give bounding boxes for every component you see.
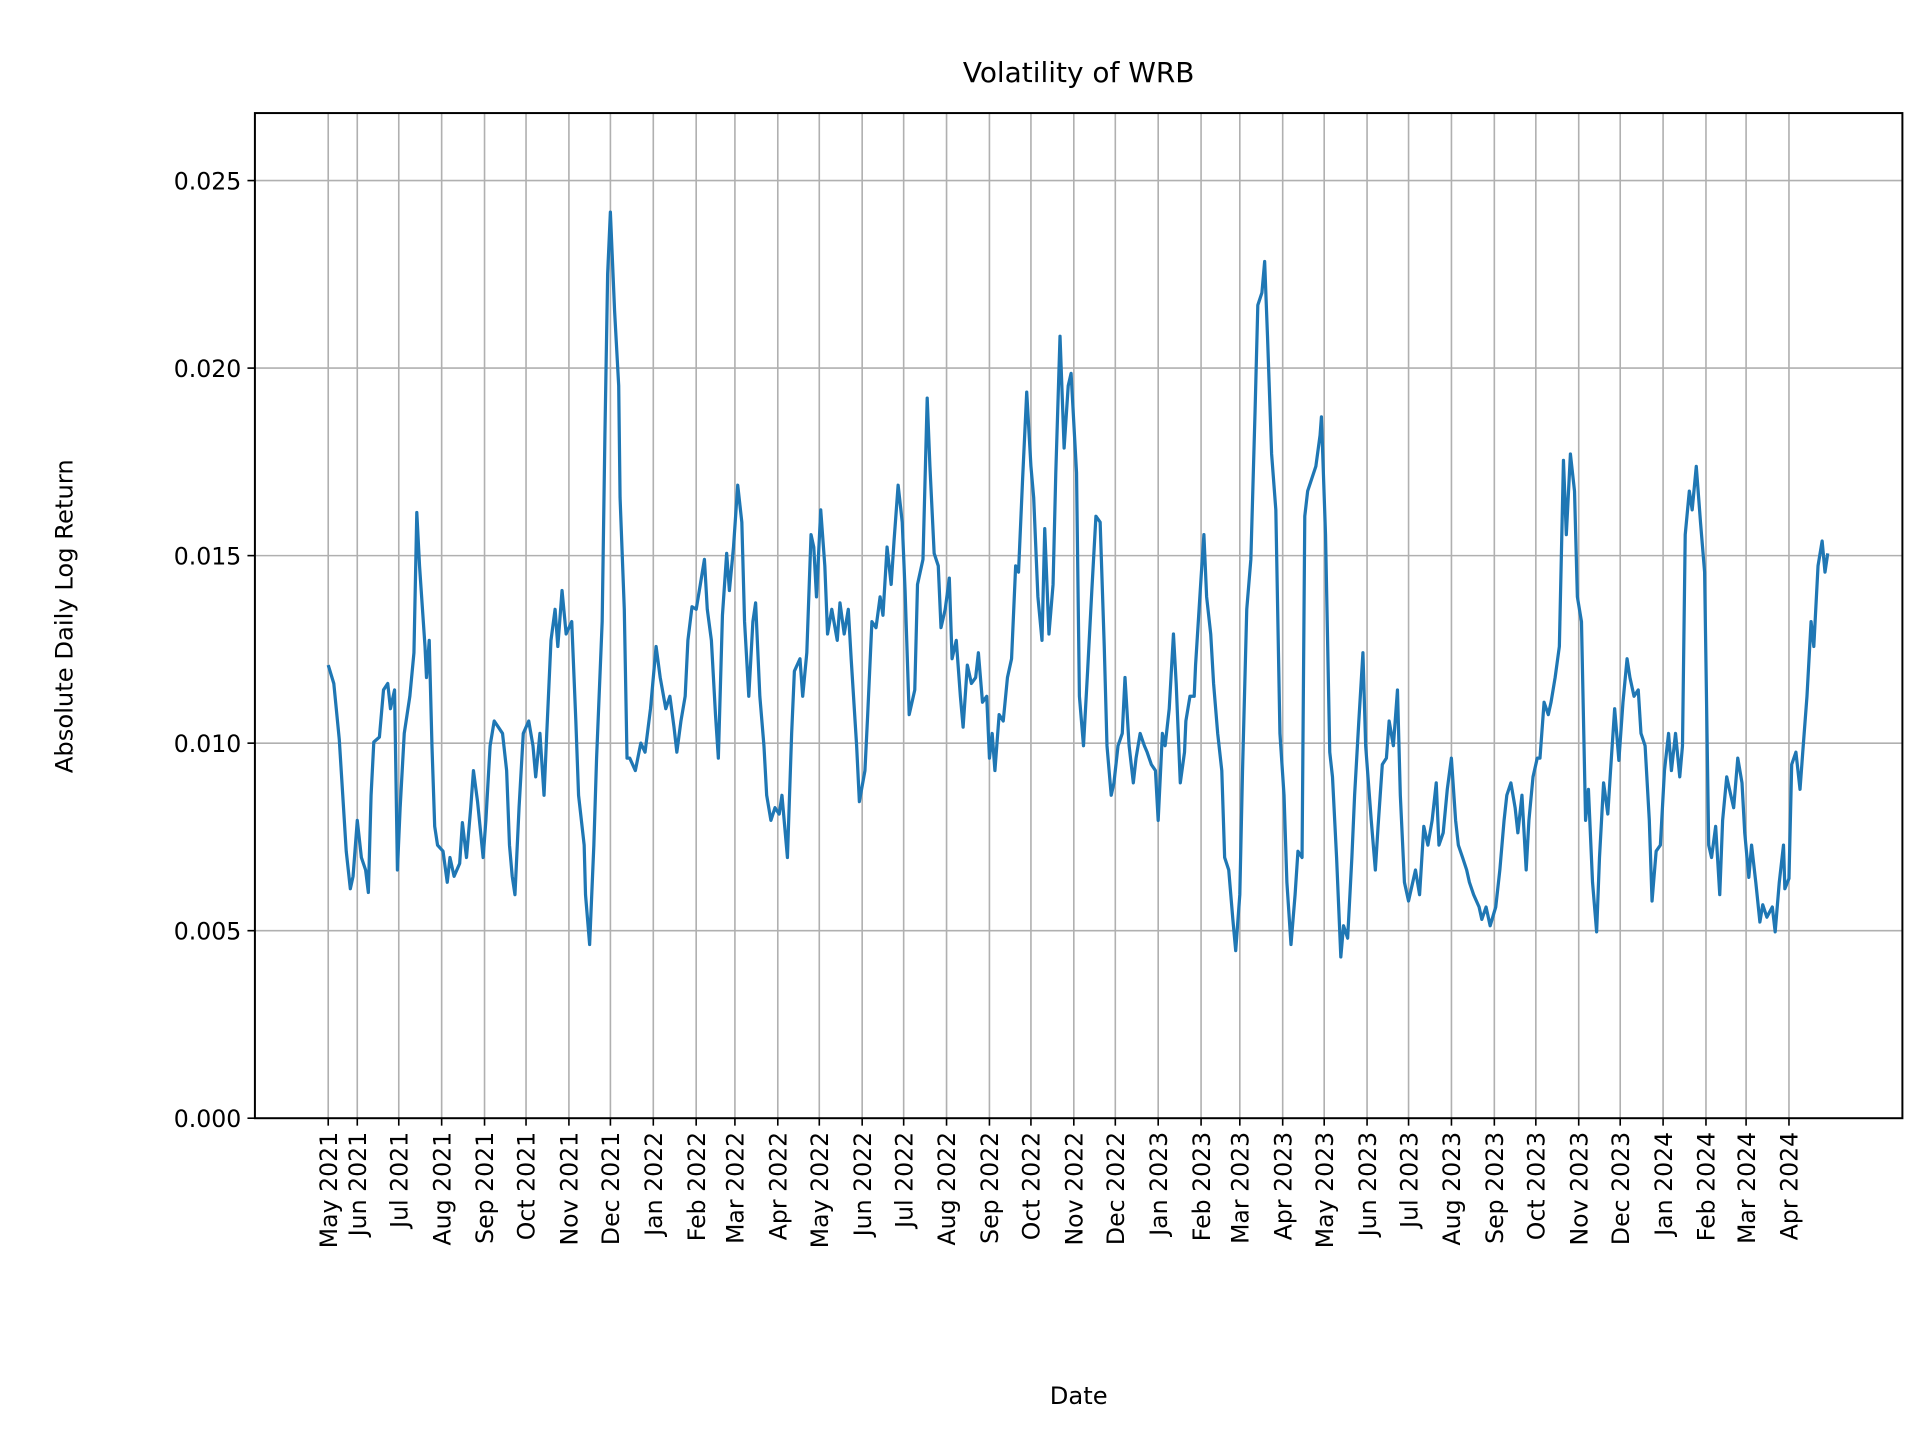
x-tick-label: Jun 2023: [1354, 1132, 1382, 1238]
y-tick-label: 0.015: [174, 542, 242, 570]
x-tick-label: Sep 2023: [1481, 1132, 1509, 1244]
x-tick-label: May 2021: [315, 1132, 343, 1248]
y-axis-ticks: 0.000 0.005 0.010 0.015 0.020 0.025: [174, 167, 255, 1133]
x-tick-label: Mar 2023: [1227, 1132, 1255, 1244]
x-tick-label: Jul 2022: [890, 1132, 918, 1230]
plot-frame: [253, 112, 1904, 1120]
x-tick-label: Sep 2022: [976, 1132, 1004, 1244]
x-tick-label: Jan 2022: [640, 1132, 668, 1238]
x-tick-label: Apr 2022: [764, 1132, 792, 1240]
x-tick-label: May 2023: [1311, 1132, 1339, 1248]
x-tick-label: Mar 2022: [722, 1132, 750, 1244]
x-tick-label: Jul 2023: [1395, 1132, 1423, 1230]
x-tick-label: Aug 2023: [1438, 1132, 1466, 1246]
x-tick-label: Apr 2023: [1269, 1132, 1297, 1240]
x-tick-label: Oct 2021: [513, 1132, 541, 1240]
x-tick-label: Feb 2022: [683, 1132, 711, 1241]
x-axis-ticks: May 2021 Jun 2021 Jul 2021 Aug 2021 Sep 2021…: [315, 1118, 1804, 1248]
x-tick-label: Jul 2021: [385, 1132, 413, 1230]
x-tick-label: Dec 2022: [1102, 1132, 1130, 1245]
y-tick-label: 0.025: [174, 167, 242, 195]
x-tick-label: Mar 2024: [1733, 1132, 1761, 1244]
x-tick-label: Dec 2023: [1607, 1132, 1635, 1245]
x-tick-label: May 2022: [806, 1132, 834, 1248]
x-tick-label: Nov 2023: [1565, 1132, 1593, 1246]
x-tick-label: Jan 2023: [1145, 1132, 1173, 1238]
x-tick-label: Feb 2023: [1188, 1132, 1216, 1241]
x-tick-label: Dec 2021: [597, 1132, 625, 1245]
x-tick-label: Aug 2022: [933, 1132, 961, 1246]
x-tick-label: Jan 2024: [1650, 1132, 1678, 1238]
x-tick-label: Oct 2023: [1523, 1132, 1551, 1240]
chart-title: Volatility of WRB: [963, 56, 1195, 89]
x-axis-label: Date: [1050, 1382, 1108, 1410]
y-tick-label: 0.020: [174, 355, 242, 383]
grid: [254, 113, 1903, 1119]
y-tick-label: 0.005: [174, 917, 242, 945]
y-axis-label: Absolute Daily Log Return: [50, 459, 78, 773]
x-tick-label: Jun 2021: [344, 1132, 372, 1238]
x-tick-label: Oct 2022: [1018, 1132, 1046, 1240]
series-layer: [326, 210, 1830, 959]
x-tick-label: Nov 2022: [1061, 1132, 1089, 1246]
x-tick-label: Feb 2024: [1693, 1132, 1721, 1241]
x-tick-label: Apr 2024: [1776, 1132, 1804, 1240]
y-tick-label: 0.000: [174, 1105, 242, 1133]
volatility-line: [326, 210, 1830, 959]
x-tick-label: Sep 2021: [471, 1132, 499, 1244]
x-tick-label: Aug 2021: [428, 1132, 456, 1246]
x-tick-label: Nov 2021: [556, 1132, 584, 1246]
x-tick-label: Jun 2022: [849, 1132, 877, 1238]
y-tick-label: 0.010: [174, 730, 242, 758]
